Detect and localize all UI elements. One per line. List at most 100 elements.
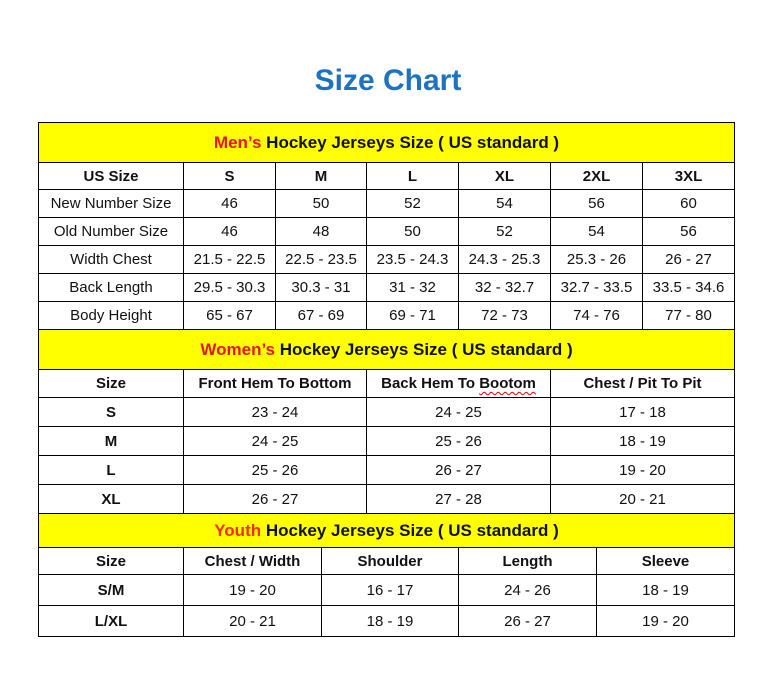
youth-banner: Youth Hockey Jerseys Size ( US standard … (38, 513, 735, 548)
row-label: XL (38, 484, 184, 514)
table-row: S 23 - 24 24 - 25 17 - 18 (38, 397, 736, 427)
table-cell: 46 (183, 189, 276, 218)
column-header: Chest / Pit To Pit (549, 369, 736, 398)
page-title: Size Chart (314, 64, 462, 97)
table-cell: 19 - 20 (596, 605, 735, 637)
table-cell: 60 (641, 189, 736, 218)
mens-label: Men’s (213, 132, 262, 152)
table-cell: 67 - 69 (275, 301, 367, 330)
table-cell: 17 - 18 (549, 397, 736, 427)
column-header: Length (458, 547, 597, 575)
table-cell: 74 - 76 (550, 301, 643, 330)
misspelled-word: Bootom (479, 375, 536, 392)
table-cell: 24.3 - 25.3 (458, 245, 551, 274)
table-cell: 46 (183, 217, 276, 246)
table-cell: 22.5 - 23.5 (275, 245, 367, 274)
table-cell: 19 - 20 (183, 574, 322, 606)
row-label: M (38, 426, 184, 456)
column-header: M (275, 162, 367, 190)
table-row: L/XL 20 - 21 18 - 19 26 - 27 19 - 20 (38, 605, 735, 637)
row-label: Width Chest (38, 245, 184, 274)
column-header: Shoulder (321, 547, 459, 575)
table-cell: 25 - 26 (366, 426, 551, 456)
table-cell: 20 - 21 (183, 605, 322, 637)
womens-table: Women’s Hockey Jerseys Size ( US standar… (37, 329, 736, 514)
row-label: S (38, 397, 184, 427)
row-label: Body Height (38, 301, 184, 330)
row-label: L/XL (38, 605, 184, 637)
table-row: Width Chest 21.5 - 22.5 22.5 - 23.5 23.5 - … (38, 245, 736, 274)
table-row: Body Height 65 - 67 67 - 69 69 - 71 72 - 73 7… (38, 301, 736, 330)
mens-banner: Men’s Hockey Jerseys Size ( US standard … (37, 122, 736, 163)
table-row: XL 26 - 27 27 - 28 20 - 21 (38, 484, 736, 514)
table-row: S/M 19 - 20 16 - 17 24 - 26 18 - 19 (38, 574, 735, 606)
womens-banner: Women’s Hockey Jerseys Size ( US standar… (37, 329, 736, 370)
table-cell: 18 - 19 (549, 426, 736, 456)
column-header: L (366, 162, 459, 190)
table-cell: 24 - 26 (458, 574, 597, 606)
table-cell: 54 (458, 189, 551, 218)
banner-text: Hockey Jerseys Size ( US standard ) (261, 132, 560, 152)
row-label: S/M (38, 574, 184, 606)
column-header: S (183, 162, 276, 190)
table-cell: 26 - 27 (458, 605, 597, 637)
row-label: Old Number Size (38, 217, 184, 246)
table-cell: 23 - 24 (183, 397, 367, 427)
column-header: Size (38, 547, 184, 575)
table-row: Back Length 29.5 - 30.3 30.3 - 31 31 - 32 32… (38, 273, 736, 302)
table-cell: 33.5 - 34.6 (641, 273, 736, 302)
table-cell: 20 - 21 (549, 484, 736, 514)
table-cell: 26 - 27 (366, 455, 551, 485)
table-cell: 54 (550, 217, 643, 246)
table-cell: 48 (275, 217, 367, 246)
table-cell: 50 (366, 217, 459, 246)
table-cell: 18 - 19 (321, 605, 459, 637)
column-header: Chest / Width (183, 547, 322, 575)
table-cell: 50 (275, 189, 367, 218)
table-cell: 18 - 19 (596, 574, 735, 606)
table-cell: 72 - 73 (458, 301, 551, 330)
table-cell: 77 - 80 (641, 301, 736, 330)
table-row: M 24 - 25 25 - 26 18 - 19 (38, 426, 736, 456)
table-cell: 32.7 - 33.5 (550, 273, 643, 302)
table-cell: 52 (366, 189, 459, 218)
table-cell: 69 - 71 (366, 301, 459, 330)
table-cell: 26 - 27 (183, 484, 367, 514)
table-cell: 19 - 20 (549, 455, 736, 485)
table-cell: 56 (550, 189, 643, 218)
column-header: 2XL (550, 162, 643, 190)
youth-label: Youth (214, 520, 262, 540)
column-header: 3XL (641, 162, 736, 190)
table-cell: 27 - 28 (366, 484, 551, 514)
table-cell: 25.3 - 26 (550, 245, 643, 274)
column-header: Front Hem To Bottom (183, 369, 367, 398)
column-header: XL (458, 162, 551, 190)
table-row: L 25 - 26 26 - 27 19 - 20 (38, 455, 736, 485)
table-row: New Number Size 46 50 52 54 56 60 (38, 189, 736, 218)
table-cell: 16 - 17 (321, 574, 459, 606)
table-row: Old Number Size 46 48 50 52 54 56 (38, 217, 736, 246)
column-header: US Size (38, 162, 184, 190)
youth-table: Youth Hockey Jerseys Size ( US standard … (38, 513, 735, 637)
banner-text: Hockey Jerseys Size ( US standard ) (275, 339, 573, 359)
table-cell: 32 - 32.7 (458, 273, 551, 302)
table-cell: 24 - 25 (183, 426, 367, 456)
table-cell: 30.3 - 31 (275, 273, 367, 302)
banner-text: Hockey Jerseys Size ( US standard ) (261, 520, 559, 540)
table-cell: 31 - 32 (366, 273, 459, 302)
table-cell: 21.5 - 22.5 (183, 245, 276, 274)
column-header: Back Hem To Bootom (366, 369, 551, 398)
row-label: New Number Size (38, 189, 184, 218)
table-cell: 26 - 27 (641, 245, 736, 274)
row-label: L (38, 455, 184, 485)
row-label: Back Length (38, 273, 184, 302)
table-cell: 23.5 - 24.3 (366, 245, 459, 274)
header-text: Back Hem To (381, 375, 480, 392)
table-cell: 25 - 26 (183, 455, 367, 485)
mens-table: Men’s Hockey Jerseys Size ( US standard … (37, 122, 736, 330)
table-cell: 65 - 67 (183, 301, 276, 330)
table-cell: 52 (458, 217, 551, 246)
column-header: Sleeve (596, 547, 735, 575)
column-header: Size (38, 369, 184, 398)
table-cell: 56 (641, 217, 736, 246)
